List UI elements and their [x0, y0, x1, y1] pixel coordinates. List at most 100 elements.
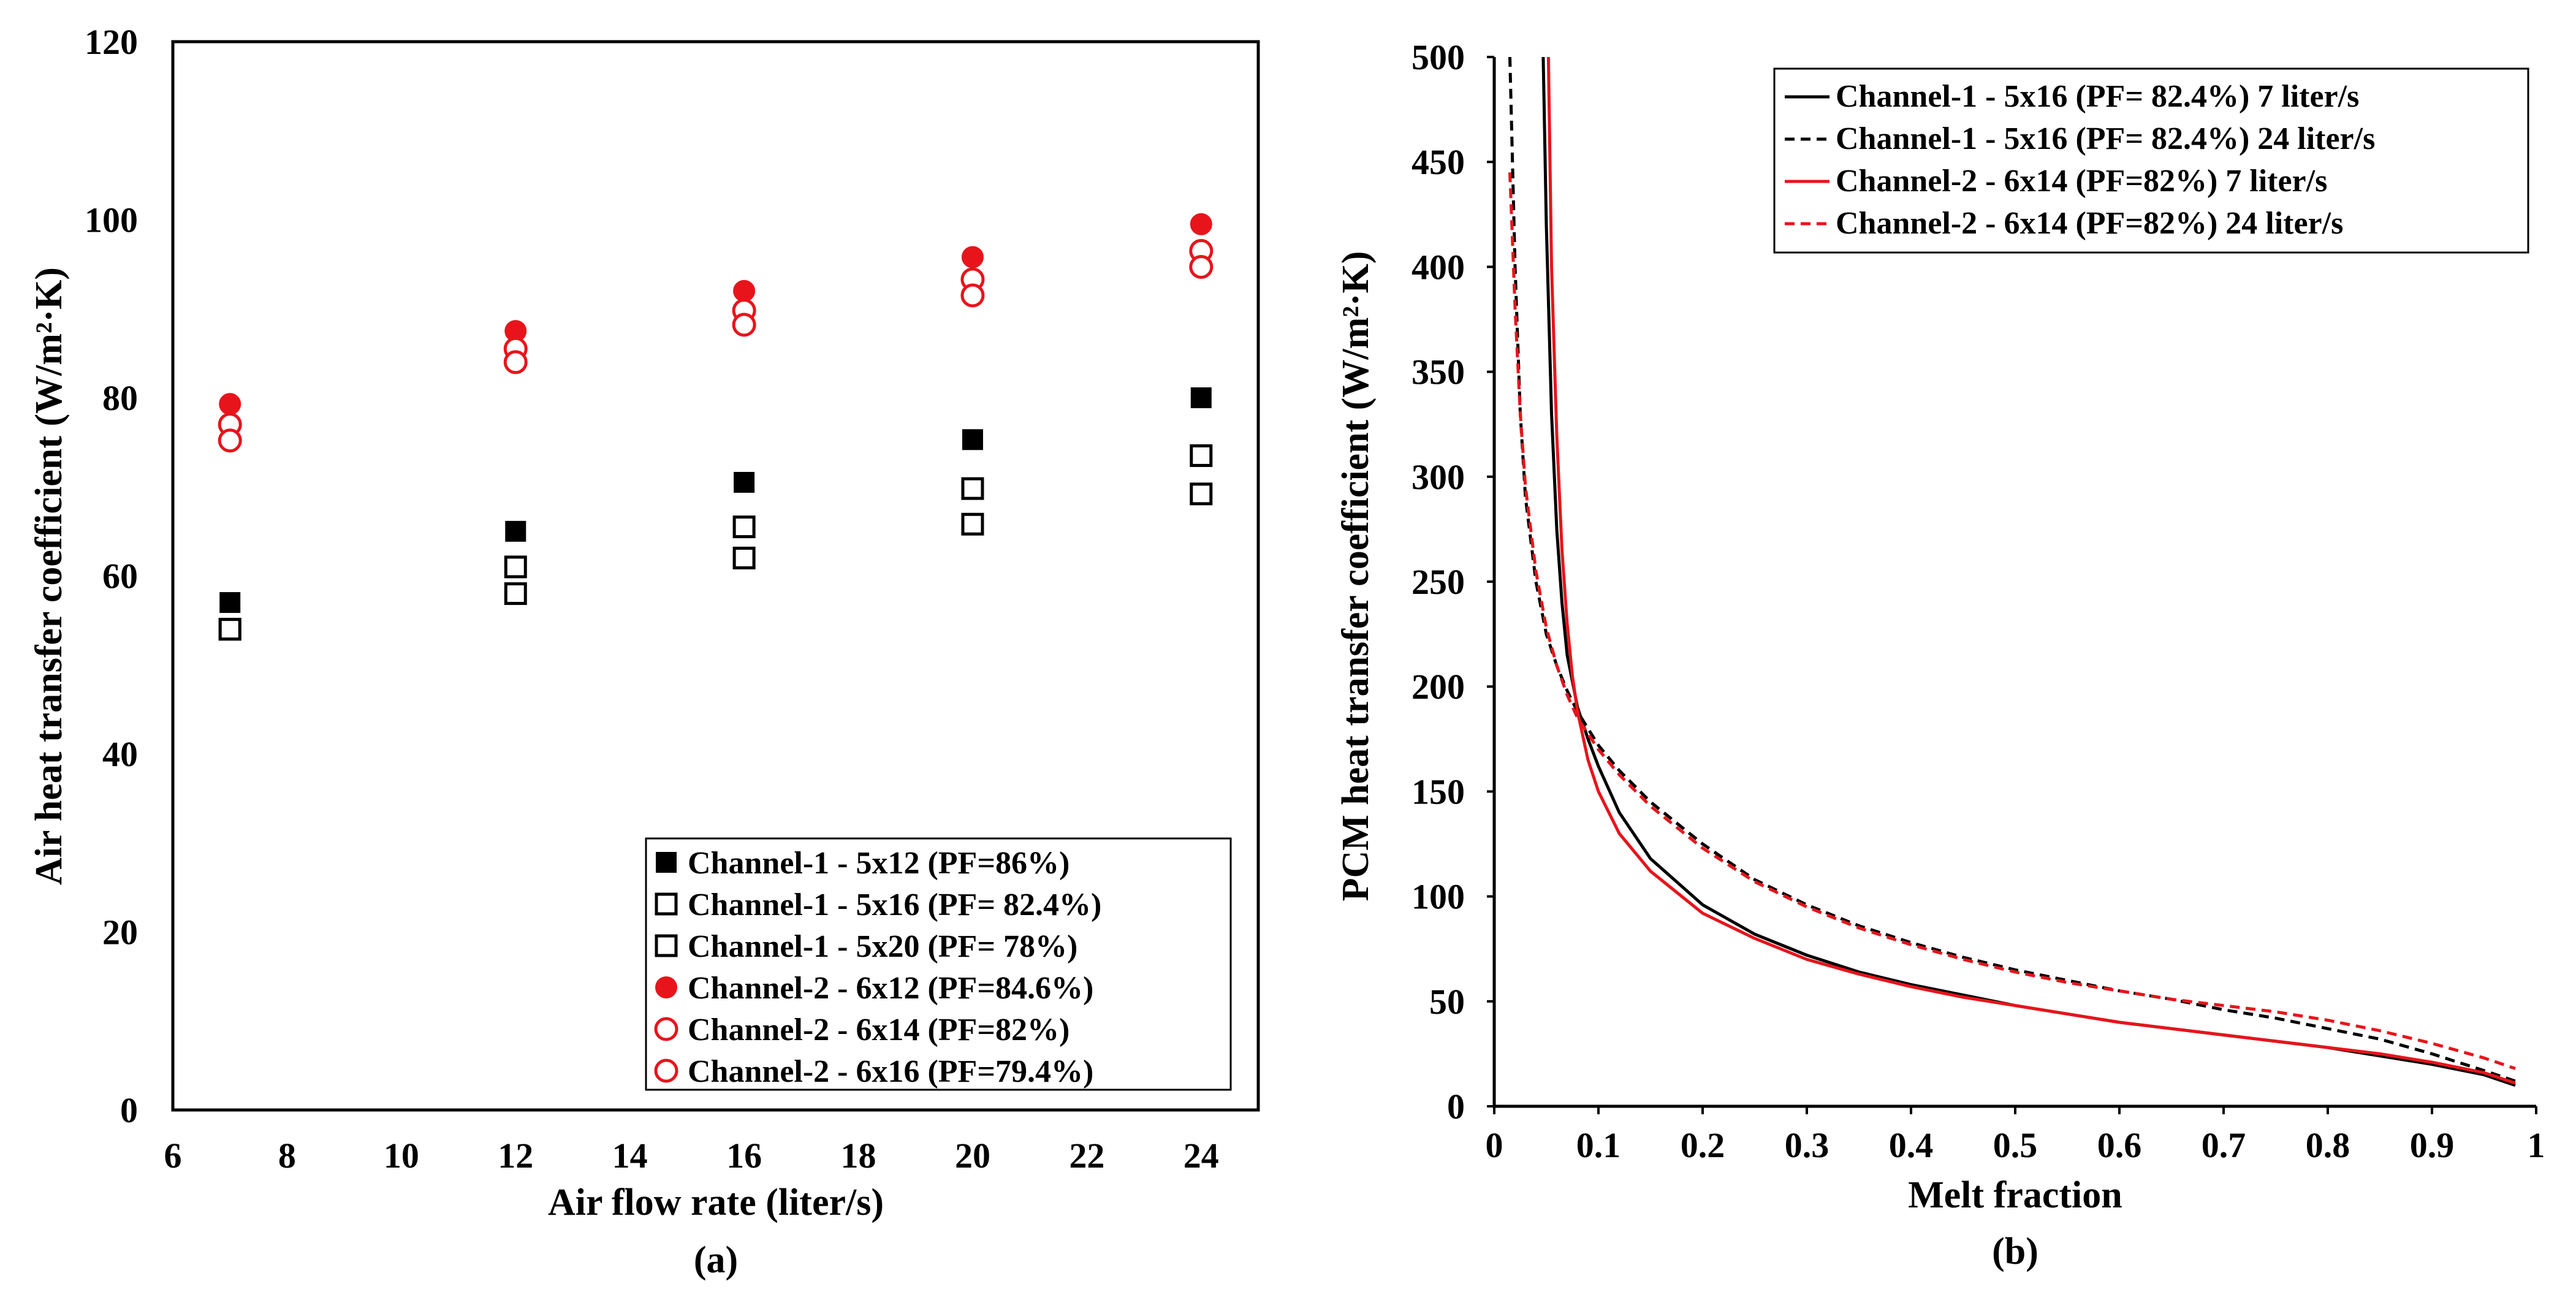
- panel-a-point-series-3: [1190, 482, 1213, 506]
- panel-a-legend-entry-1: Channel-1 - 5x12 (PF=86%): [688, 846, 1070, 881]
- panel-a-legend-entry-6: Channel-2 - 6x16 (PF=79.4%): [688, 1054, 1093, 1089]
- panel-a-point-series-6: [732, 313, 756, 337]
- panel-a-legend-entry-4: Channel-2 - 6x12 (PF=84.6%): [688, 971, 1093, 1006]
- panel-a-point-series-2: [961, 477, 984, 500]
- panel-a-legend-marker-3: [655, 934, 678, 957]
- panel-b-y-tick-label: 200: [1411, 667, 1465, 707]
- panel-a-x-tick-label: 22: [1069, 1136, 1104, 1176]
- panel-a-legend: Channel-1 - 5x12 (PF=86%) Channel-1 - 5x…: [645, 837, 1232, 1091]
- panel-a-legend-marker-6: [654, 1058, 678, 1083]
- panel-a-point-series-1: [962, 429, 983, 450]
- panel-b-y-tick-label: 150: [1411, 772, 1465, 811]
- panel-a-point-series-6: [503, 350, 528, 374]
- panel-b-y-tick-label: 500: [1411, 37, 1465, 77]
- panel-b-x-tick-label: 0.6: [2097, 1125, 2142, 1165]
- panel-b-y-tick-label: 450: [1411, 142, 1465, 182]
- panel-b-legend-entry-3: Channel-2 - 6x14 (PF=82%) 7 liter/s: [1836, 164, 2327, 199]
- panel-b-x-tick-label: 0: [1486, 1125, 1503, 1165]
- panel-a-point-series-4: [733, 279, 756, 302]
- panel-b-x-tick-label: 1: [2528, 1125, 2545, 1165]
- panel-a-point-series-3: [218, 618, 241, 641]
- panel-a-x-tick-label: 12: [498, 1136, 533, 1176]
- panel-a-legend-entry-2: Channel-1 - 5x16 (PF= 82.4%): [688, 887, 1101, 922]
- panel-b-line-series-2: [1508, 56, 2516, 1083]
- panel-a-y-tick-label: 40: [102, 734, 138, 774]
- panel-a-point-series-4: [219, 393, 241, 416]
- panel-a-point-series-1: [1190, 387, 1212, 408]
- panel-a-x-tick-label: 10: [384, 1136, 419, 1176]
- panel-b-y-tick-label: 300: [1411, 457, 1465, 497]
- panel-b-legend-entry-4: Channel-2 - 6x14 (PF=82%) 24 liter/s: [1836, 206, 2343, 241]
- panel-a-legend-marker-1: [656, 852, 677, 873]
- panel-b-y-tick-label: 250: [1411, 562, 1465, 602]
- panel-a: 0 20 40 60 80 100 120 6 8 10 12 14 16 18 20 22 24 Air h…: [28, 22, 1260, 1281]
- panel-b-x-tick-label: 0.7: [2202, 1125, 2246, 1165]
- panel-b-x-ticks: 0 0.1 0.2 0.3 0.4 0.5 0.6 0.7 0.8 0.9 1: [1486, 1106, 2545, 1165]
- panel-b-x-tick-label: 0.5: [1993, 1125, 2038, 1165]
- panel-a-y-tick-label: 80: [102, 378, 138, 418]
- panel-b-legend: Channel-1 - 5x16 (PF= 82.4%) 7 liter/s C…: [1773, 67, 2529, 254]
- panel-b-y-tick-label: 0: [1447, 1087, 1465, 1127]
- panel-b-y-axis-label: PCM heat transfer coefficient (W/m²·K): [1335, 251, 1377, 902]
- panel-a-label: (a): [694, 1239, 738, 1281]
- panel-a-x-ticks: 6 8 10 12 14 16 18 20 22 24: [164, 1136, 1219, 1176]
- panel-b-legend-box: [1773, 67, 2529, 254]
- panel-a-y-tick-label: 120: [85, 22, 138, 62]
- panel-a-point-series-2: [504, 555, 527, 579]
- panel-a-legend-marker-5: [654, 1017, 678, 1041]
- panel-a-point-series-3: [961, 512, 984, 536]
- panel-b-y-tick-label: 400: [1411, 247, 1465, 287]
- panel-a-point-series-6: [1189, 254, 1214, 279]
- panel-a-x-tick-label: 18: [841, 1136, 876, 1176]
- panel-a-x-tick-label: 24: [1184, 1136, 1219, 1176]
- panel-a-legend-markers: [654, 852, 678, 1083]
- panel-b-legend-lines: [1785, 95, 1829, 226]
- panel-b-lines: [1508, 56, 2516, 1087]
- panel-a-point-series-1: [734, 471, 755, 493]
- panel-a-point-series-6: [960, 283, 985, 308]
- panel-b: 0 50 100 150 200 250 300 350 400 450 500 0 0.1 0.2 0.…: [1335, 37, 2545, 1272]
- panel-a-x-tick-label: 14: [612, 1136, 648, 1176]
- panel-a-point-series-4: [961, 246, 984, 268]
- panel-a-legend-entry-5: Channel-2 - 6x14 (PF=82%): [688, 1013, 1070, 1047]
- panel-a-legend-marker-2: [655, 892, 678, 916]
- panel-a-point-series-6: [218, 428, 242, 453]
- panel-a-y-tick-label: 100: [85, 200, 138, 240]
- panel-a-point-series-3: [732, 546, 756, 569]
- panel-b-x-tick-label: 0.1: [1576, 1125, 1621, 1165]
- panel-a-y-axis-label: Air heat transfer coefficient (W/m²·K): [28, 267, 70, 885]
- panel-a-point-series-2: [1190, 444, 1213, 467]
- panel-a-y-tick-label: 0: [120, 1090, 138, 1130]
- panel-a-x-tick-label: 16: [726, 1136, 762, 1176]
- panel-a-plot-frame: [171, 40, 1260, 1112]
- panel-b-legend-entry-1: Channel-1 - 5x16 (PF= 82.4%) 7 liter/s: [1836, 79, 2359, 114]
- panel-b-y-tick-label: 100: [1411, 877, 1465, 917]
- panel-b-y-ticks: 0 50 100 150 200 250 300 350 400 450 500: [1411, 37, 1494, 1127]
- panel-a-point-series-2: [732, 515, 756, 539]
- panel-a-point-series-4: [1190, 213, 1212, 235]
- panel-a-y-ticks: 0 20 40 60 80 100 120: [85, 22, 138, 1130]
- panel-a-x-tick-label: 8: [278, 1136, 296, 1176]
- panel-a-point-series-1: [505, 520, 526, 542]
- panel-b-x-tick-label: 0.3: [1785, 1125, 1829, 1165]
- panel-b-x-tick-label: 0.4: [1889, 1125, 1934, 1165]
- panel-a-x-tick-label: 6: [164, 1136, 182, 1176]
- panel-b-x-tick-label: 0.2: [1681, 1125, 1725, 1165]
- panel-b-legend-entry-2: Channel-1 - 5x16 (PF= 82.4%) 24 liter/s: [1836, 121, 2375, 156]
- panel-b-y-tick-label: 350: [1411, 352, 1465, 392]
- panel-b-x-tick-label: 0.8: [2306, 1125, 2350, 1165]
- panel-a-point-series-3: [504, 582, 527, 606]
- panel-a-points: [218, 213, 1214, 641]
- panel-a-point-series-1: [219, 592, 241, 614]
- panel-b-y-tick-label: 50: [1429, 982, 1465, 1022]
- panel-a-legend-box: [645, 837, 1232, 1091]
- panel-b-line-series-4: [1508, 172, 2516, 1070]
- panel-b-x-axis-label: Melt fraction: [1908, 1174, 2122, 1216]
- panel-a-y-tick-label: 20: [102, 913, 138, 952]
- panel-a-x-axis-label: Air flow rate (liter/s): [548, 1182, 884, 1223]
- panel-b-line-series-3: [1546, 56, 2516, 1085]
- panel-b-label: (b): [1992, 1231, 2038, 1272]
- panel-a-x-tick-label: 20: [955, 1136, 990, 1176]
- panel-a-legend-entry-3: Channel-1 - 5x20 (PF= 78%): [688, 929, 1077, 964]
